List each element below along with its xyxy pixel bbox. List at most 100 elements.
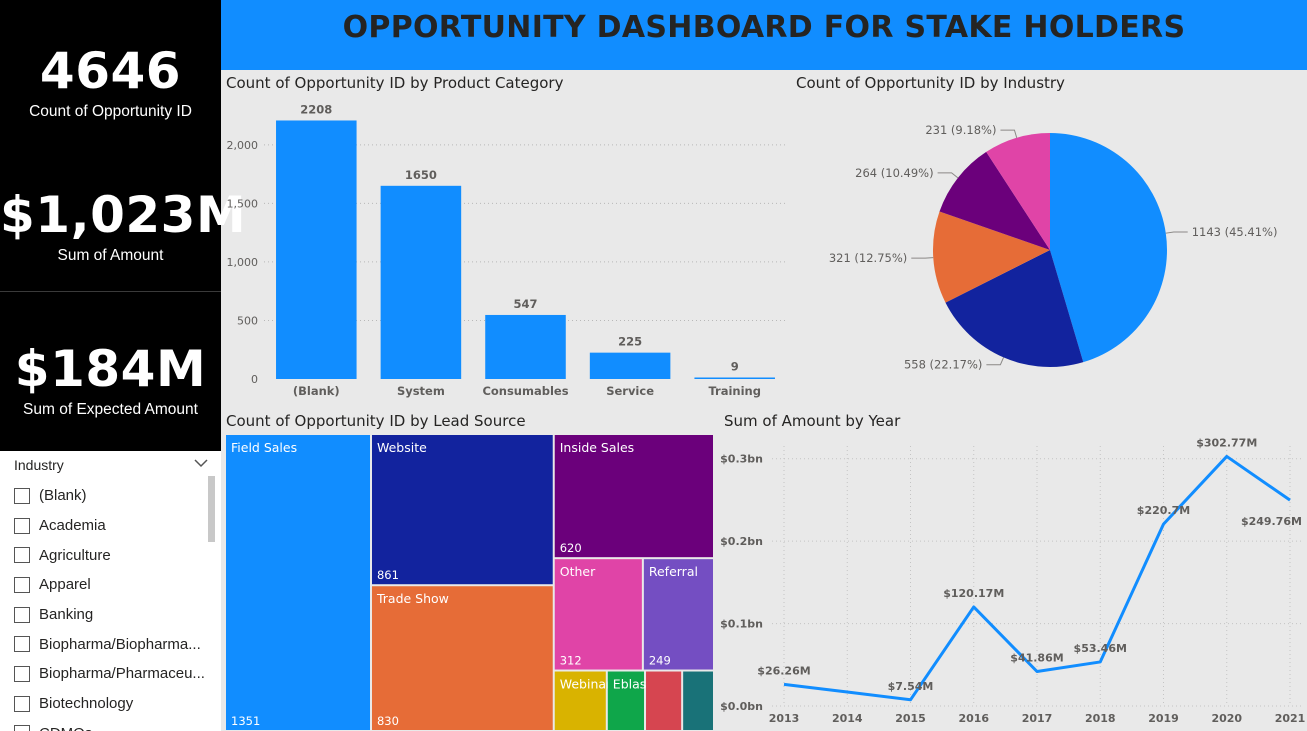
- industry-slicer[interactable]: Industry (Blank) Academia Agriculture Appar…: [0, 451, 221, 731]
- leader-line: [1165, 231, 1188, 234]
- leader-line: [986, 357, 1005, 366]
- slicer-scrollbar[interactable]: [208, 476, 215, 542]
- checkbox[interactable]: [14, 665, 30, 682]
- treemap-tile[interactable]: [371, 435, 553, 585]
- leader-line: [937, 172, 959, 179]
- slicer-item[interactable]: Academia: [14, 511, 219, 541]
- x-tick-label: 2021: [1275, 712, 1306, 725]
- title-banner: OPPORTUNITY DASHBOARD FOR STAKE HOLDERS: [221, 0, 1307, 70]
- treemap-tile[interactable]: [554, 671, 606, 730]
- slicer-item-label: Agriculture: [39, 546, 111, 564]
- data-label: 1650: [405, 168, 437, 182]
- y-tick-label: 0: [251, 373, 258, 386]
- tile-name: Webinar: [560, 677, 612, 692]
- data-label: $302.77M: [1196, 436, 1257, 449]
- data-label: 2208: [300, 102, 332, 116]
- leader-line: [1000, 129, 1018, 138]
- slicer-item-label: Biopharma/Pharmaceu...: [39, 665, 205, 683]
- x-tick-label: 2016: [958, 712, 989, 725]
- tile-name: Website: [377, 440, 427, 455]
- slicer-item[interactable]: Banking: [14, 600, 219, 630]
- lead-source-treemap[interactable]: Field Sales 1351 Website 861 Trade Show 830 In…: [225, 434, 714, 731]
- pie-slice[interactable]: [939, 151, 1050, 250]
- pie-slice[interactable]: [986, 133, 1050, 250]
- slicer-item-label: Biotechnology: [39, 695, 134, 713]
- checkbox[interactable]: [14, 606, 30, 623]
- kpi-label: Sum of Expected Amount: [23, 401, 198, 418]
- x-tick-label: System: [397, 384, 445, 398]
- chevron-down-icon[interactable]: [193, 457, 209, 469]
- slicer-item[interactable]: (Blank): [14, 481, 219, 511]
- checkbox[interactable]: [14, 487, 30, 504]
- bar[interactable]: [380, 185, 462, 379]
- slicer-item-label: Banking: [39, 606, 94, 624]
- tile-name: Trade Show: [376, 591, 449, 606]
- slicer-item[interactable]: Biopharma/Pharmaceu...: [14, 659, 219, 689]
- pie-slice[interactable]: [945, 250, 1084, 367]
- checkbox[interactable]: [14, 576, 30, 593]
- dashboard-title: OPPORTUNITY DASHBOARD FOR STAKE HOLDERS: [342, 10, 1186, 45]
- kpi-sum-expected-amount: $184M Sum of Expected Amount: [0, 344, 221, 419]
- data-label: $53.46M: [1074, 642, 1127, 655]
- kpi-value: $1,023M: [0, 186, 247, 244]
- treemap-tile[interactable]: [643, 559, 713, 670]
- pie-slice[interactable]: [933, 211, 1050, 303]
- checkbox[interactable]: [14, 636, 30, 653]
- tile-value: 861: [377, 568, 399, 582]
- slice-label: 264 (10.49%): [855, 166, 933, 180]
- slicer-item[interactable]: Biopharma/Biopharma...: [14, 629, 219, 659]
- x-tick-label: 2019: [1148, 712, 1179, 725]
- slice-label: 231 (9.18%): [925, 123, 996, 137]
- pie-chart-title: Count of Opportunity ID by Industry: [796, 74, 1065, 92]
- data-label: $120.17M: [943, 587, 1004, 600]
- leader-line: [911, 257, 934, 259]
- kpi-label: Sum of Amount: [57, 247, 164, 264]
- kpi-panel: 4646 Count of Opportunity ID $1,023M Sum…: [0, 0, 247, 451]
- kpi-value: 4646: [39, 42, 182, 100]
- data-label: 9: [731, 360, 739, 374]
- treemap-tile[interactable]: [554, 435, 713, 558]
- tile-value: 249: [649, 654, 671, 668]
- treemap-tile[interactable]: [371, 586, 553, 730]
- y-tick-label: $0.3bn: [720, 453, 763, 466]
- data-label: $41.86M: [1010, 651, 1063, 664]
- y-tick-label: $0.2bn: [720, 535, 763, 548]
- pie-slice[interactable]: [1050, 133, 1167, 363]
- checkbox[interactable]: [14, 695, 30, 712]
- slicer-item-label: CDMOs: [39, 725, 92, 731]
- checkbox[interactable]: [14, 517, 30, 534]
- data-label: 225: [618, 335, 642, 349]
- treemap-tile[interactable]: [683, 671, 713, 730]
- kpi-opportunity-count: 4646 Count of Opportunity ID: [0, 46, 221, 121]
- slicer-item[interactable]: CDMOs: [14, 719, 219, 731]
- bar[interactable]: [694, 377, 775, 380]
- slicer-item[interactable]: Agriculture: [14, 540, 219, 570]
- checkbox[interactable]: [14, 547, 30, 564]
- bar[interactable]: [276, 120, 357, 380]
- y-tick-label: $0.0bn: [720, 700, 763, 713]
- slice-label: 321 (12.75%): [829, 251, 907, 265]
- data-label: $26.26M: [757, 664, 810, 677]
- tile-name: Inside Sales: [560, 440, 634, 455]
- product-category-bar-chart[interactable]: 0 500 1,000 1,500 2,000 2208 (Blank) 1650 System…: [221, 98, 791, 404]
- kpi-sum-amount: $1,023M Sum of Amount: [0, 186, 247, 265]
- bar[interactable]: [589, 352, 671, 379]
- amount-by-year-line-chart[interactable]: $0.0bn $0.1bn $0.2bn $0.3bn 2013 $26.26M 2014 2…: [718, 434, 1307, 731]
- treemap-tile[interactable]: [226, 435, 370, 730]
- checkbox[interactable]: [14, 725, 30, 731]
- y-tick-label: 2,000: [227, 139, 259, 152]
- industry-pie-chart[interactable]: 1143 (45.41%) 558 (22.17%) 321 (12.75%) 264…: [795, 98, 1307, 404]
- treemap-tile[interactable]: [646, 671, 682, 730]
- slicer-item[interactable]: Biotechnology: [14, 689, 219, 719]
- data-label: 547: [513, 297, 537, 311]
- data-label: $7.54M: [888, 680, 934, 693]
- line-chart-title: Sum of Amount by Year: [724, 412, 901, 430]
- treemap-tile[interactable]: [554, 559, 642, 670]
- bar[interactable]: [485, 314, 566, 379]
- slicer-title: Industry: [14, 457, 64, 473]
- y-tick-label: 1,500: [227, 197, 259, 210]
- series-line[interactable]: [783, 454, 1291, 702]
- slicer-item[interactable]: Apparel: [14, 570, 219, 600]
- treemap-tile[interactable]: [607, 671, 645, 730]
